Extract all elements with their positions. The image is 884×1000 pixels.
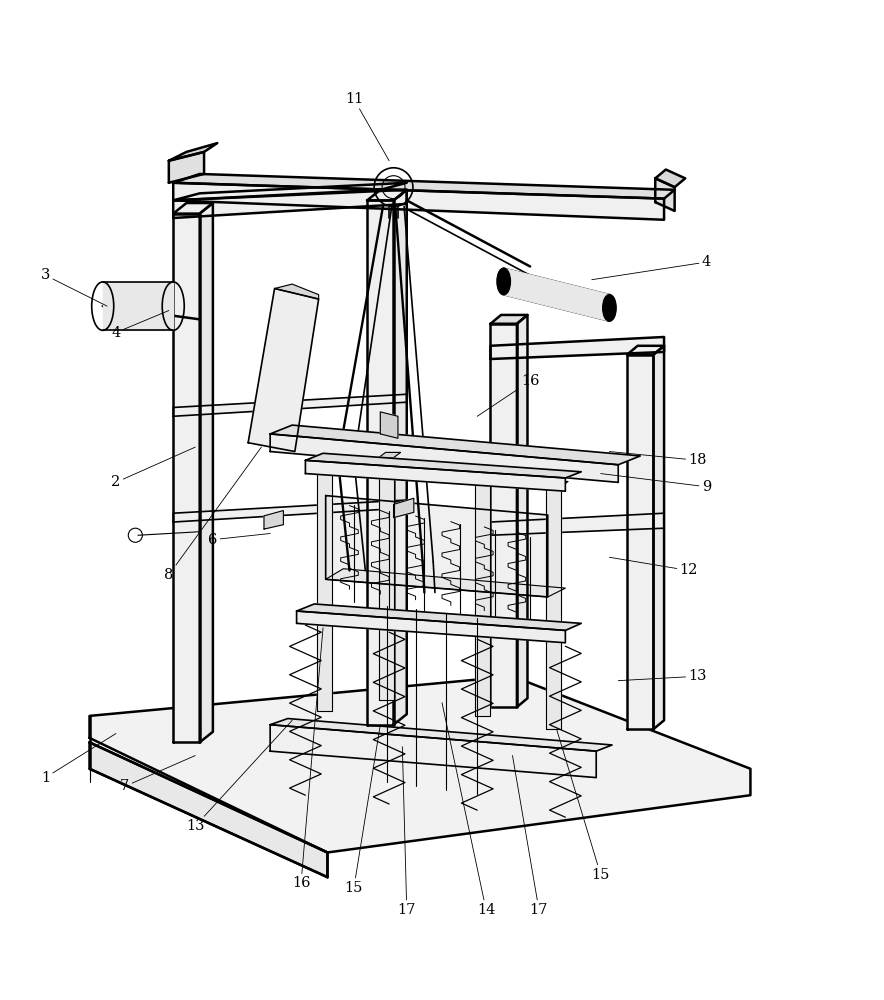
Polygon shape: [378, 452, 400, 458]
Polygon shape: [316, 464, 339, 469]
Text: 17: 17: [398, 747, 416, 917]
Polygon shape: [173, 394, 407, 416]
Polygon shape: [200, 203, 213, 742]
Text: 6: 6: [209, 533, 271, 547]
Polygon shape: [275, 284, 318, 299]
Polygon shape: [169, 143, 217, 161]
Polygon shape: [655, 178, 674, 211]
Polygon shape: [367, 200, 393, 725]
Polygon shape: [169, 152, 204, 183]
Text: 7: 7: [120, 756, 195, 793]
Polygon shape: [173, 183, 407, 200]
Text: 18: 18: [609, 452, 707, 467]
Polygon shape: [546, 481, 568, 487]
Polygon shape: [627, 346, 664, 355]
Polygon shape: [325, 569, 566, 597]
Polygon shape: [173, 174, 674, 199]
Polygon shape: [264, 511, 284, 529]
Text: 15: 15: [557, 729, 610, 882]
Polygon shape: [271, 425, 640, 465]
Text: 3: 3: [41, 268, 107, 306]
Text: 4: 4: [591, 255, 711, 280]
Text: 1: 1: [41, 734, 116, 785]
Polygon shape: [491, 513, 664, 535]
Polygon shape: [271, 719, 612, 751]
Text: 4: 4: [111, 311, 169, 340]
Polygon shape: [316, 469, 332, 711]
Polygon shape: [297, 611, 566, 643]
Polygon shape: [173, 214, 200, 742]
Polygon shape: [271, 434, 618, 482]
Polygon shape: [546, 487, 561, 729]
Text: 2: 2: [111, 447, 195, 489]
Polygon shape: [491, 315, 528, 324]
Polygon shape: [476, 468, 498, 474]
Polygon shape: [380, 412, 398, 438]
Text: 16: 16: [477, 374, 539, 416]
Polygon shape: [271, 725, 596, 778]
Polygon shape: [305, 453, 582, 478]
Text: 8: 8: [164, 447, 262, 582]
Text: 17: 17: [513, 756, 548, 917]
Ellipse shape: [497, 268, 510, 295]
Polygon shape: [89, 742, 327, 877]
Polygon shape: [89, 676, 751, 852]
Polygon shape: [297, 604, 582, 630]
Polygon shape: [103, 282, 173, 330]
Polygon shape: [305, 460, 566, 491]
Text: 11: 11: [345, 92, 389, 161]
Text: 14: 14: [442, 703, 495, 917]
Text: 15: 15: [345, 725, 380, 895]
Polygon shape: [173, 203, 213, 214]
Text: 13: 13: [618, 669, 707, 683]
Polygon shape: [504, 268, 609, 321]
Polygon shape: [393, 498, 414, 518]
Polygon shape: [476, 474, 491, 716]
Polygon shape: [491, 324, 517, 707]
Polygon shape: [367, 190, 407, 200]
Polygon shape: [173, 500, 407, 522]
Polygon shape: [173, 190, 407, 218]
Polygon shape: [393, 190, 407, 725]
Polygon shape: [517, 315, 528, 707]
Text: 9: 9: [600, 474, 711, 494]
Text: 12: 12: [609, 557, 698, 577]
Text: 16: 16: [292, 628, 323, 890]
Text: 13: 13: [186, 720, 293, 833]
Polygon shape: [173, 183, 664, 220]
Polygon shape: [378, 458, 393, 700]
Polygon shape: [653, 346, 664, 729]
Polygon shape: [655, 170, 685, 187]
Polygon shape: [627, 355, 653, 729]
Polygon shape: [325, 496, 548, 597]
Ellipse shape: [603, 295, 616, 321]
Polygon shape: [248, 289, 318, 452]
Polygon shape: [491, 337, 664, 359]
